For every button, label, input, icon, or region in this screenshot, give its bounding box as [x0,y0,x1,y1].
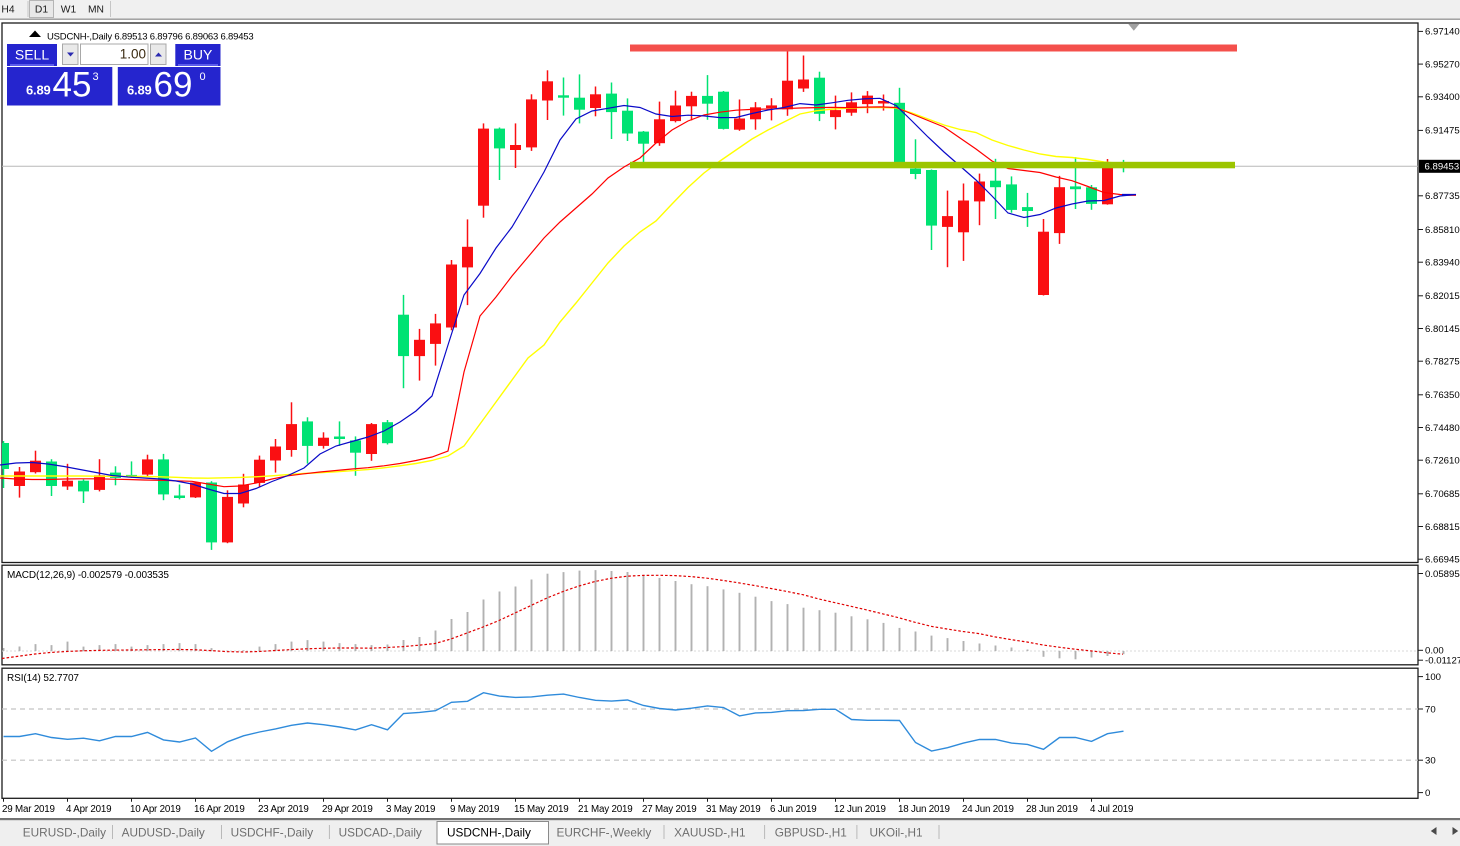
svg-text:29 Apr 2019: 29 Apr 2019 [322,804,373,815]
svg-text:0: 0 [1425,788,1430,799]
svg-text:D1: D1 [35,5,48,16]
svg-text:0.058954: 0.058954 [1425,569,1460,580]
svg-text:EURCHF-,Weekly: EURCHF-,Weekly [557,826,652,840]
svg-text:6.97140: 6.97140 [1425,27,1460,38]
svg-text:6.91475: 6.91475 [1425,126,1460,137]
svg-text:6 Jun 2019: 6 Jun 2019 [770,804,816,815]
svg-text:6.66945: 6.66945 [1425,555,1460,566]
svg-text:23 Apr 2019: 23 Apr 2019 [258,804,309,815]
svg-text:SELL: SELL [15,47,49,63]
svg-text:45: 45 [53,66,92,105]
svg-text:24 Jun 2019: 24 Jun 2019 [962,804,1014,815]
svg-text:4 Apr 2019: 4 Apr 2019 [66,804,111,815]
svg-text:6.85810: 6.85810 [1425,225,1460,236]
svg-text:18 Jun 2019: 18 Jun 2019 [898,804,950,815]
svg-text:6.80145: 6.80145 [1425,324,1460,335]
svg-text:6.78275: 6.78275 [1425,357,1460,368]
svg-text:MN: MN [88,5,104,16]
svg-text:28 Jun 2019: 28 Jun 2019 [1026,804,1078,815]
svg-text:6.70685: 6.70685 [1425,489,1460,500]
svg-text:6.83940: 6.83940 [1425,258,1460,269]
svg-text:MACD(12,26,9) -0.002579 -0.003: MACD(12,26,9) -0.002579 -0.003535 [7,570,169,581]
svg-text:0: 0 [200,71,206,83]
svg-text:15 May 2019: 15 May 2019 [514,804,568,815]
svg-text:69: 69 [154,66,193,105]
svg-text:EURUSD-,Daily: EURUSD-,Daily [23,826,106,840]
svg-text:XAUUSD-,H1: XAUUSD-,H1 [674,826,745,840]
svg-text:31 May 2019: 31 May 2019 [706,804,760,815]
svg-text:12 Jun 2019: 12 Jun 2019 [834,804,886,815]
svg-text:6.93400: 6.93400 [1425,92,1460,103]
svg-text:BUY: BUY [184,47,213,63]
svg-text:9 May 2019: 9 May 2019 [450,804,499,815]
svg-text:6.72610: 6.72610 [1425,456,1460,467]
svg-text:USDCNH-,Daily 6.89513 6.89796: USDCNH-,Daily 6.89513 6.89796 6.89063 6.… [47,32,253,43]
svg-text:6.95270: 6.95270 [1425,59,1460,70]
svg-text:6.87735: 6.87735 [1425,191,1460,202]
svg-text:30: 30 [1425,756,1436,767]
svg-text:H4: H4 [1,5,14,16]
svg-text:3 May 2019: 3 May 2019 [386,804,435,815]
svg-text:3: 3 [93,71,99,83]
svg-text:100: 100 [1425,672,1441,683]
svg-text:USDCNH-,Daily: USDCNH-,Daily [447,826,531,840]
svg-text:6.89453: 6.89453 [1425,162,1460,173]
svg-text:6.68815: 6.68815 [1425,522,1460,533]
svg-text:AUDUSD-,Daily: AUDUSD-,Daily [122,826,205,840]
svg-text:W1: W1 [61,5,77,16]
svg-text:27 May 2019: 27 May 2019 [642,804,696,815]
svg-text:USDCHF-,Daily: USDCHF-,Daily [231,826,314,840]
svg-text:RSI(14) 52.7707: RSI(14) 52.7707 [7,673,79,684]
svg-text:GBPUSD-,H1: GBPUSD-,H1 [775,826,847,840]
svg-text:0.00: 0.00 [1425,646,1444,657]
svg-text:UKOil-,H1: UKOil-,H1 [870,826,923,840]
svg-text:29 Mar 2019: 29 Mar 2019 [2,804,55,815]
svg-text:10 Apr 2019: 10 Apr 2019 [130,804,181,815]
svg-text:USDCAD-,Daily: USDCAD-,Daily [339,826,422,840]
svg-text:6.89: 6.89 [127,83,152,98]
svg-text:70: 70 [1425,704,1436,715]
svg-text:6.82015: 6.82015 [1425,291,1460,302]
svg-text:6.76350: 6.76350 [1425,390,1460,401]
svg-text:-0.011277: -0.011277 [1425,656,1460,667]
svg-text:6.89: 6.89 [26,83,51,98]
svg-text:16 Apr 2019: 16 Apr 2019 [194,804,245,815]
svg-text:6.74480: 6.74480 [1425,423,1460,434]
svg-text:1.00: 1.00 [120,47,146,62]
svg-text:21 May 2019: 21 May 2019 [578,804,632,815]
svg-text:4 Jul 2019: 4 Jul 2019 [1090,804,1133,815]
